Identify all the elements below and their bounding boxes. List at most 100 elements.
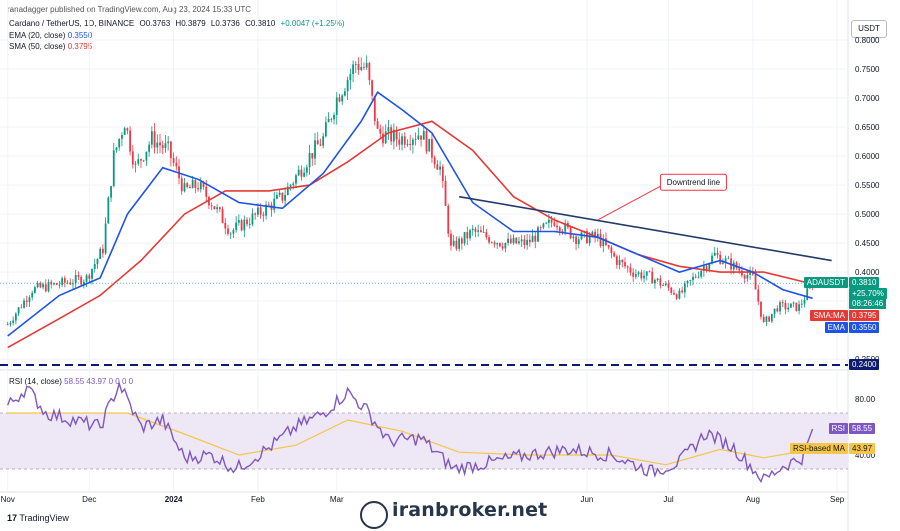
candle-body xyxy=(499,243,501,247)
candle-body xyxy=(273,198,276,210)
candle-body xyxy=(547,219,550,223)
candle-body xyxy=(371,80,374,96)
candle-body xyxy=(806,288,809,300)
candle-body xyxy=(365,62,368,68)
candle-body xyxy=(156,142,159,148)
candle-body xyxy=(439,166,441,170)
time-tick-label: Nov xyxy=(1,495,15,504)
candle-body xyxy=(180,178,183,192)
candle-body xyxy=(295,175,297,184)
candle-body xyxy=(727,258,730,260)
candle-body xyxy=(74,275,77,284)
candle-body xyxy=(526,239,529,246)
sma-label: SMA (50, close) xyxy=(9,42,66,51)
candle-body xyxy=(335,97,338,115)
candle-body xyxy=(681,290,684,293)
candle-body xyxy=(297,169,300,176)
candle-body xyxy=(773,308,776,314)
candle-body xyxy=(300,169,303,177)
candle-body xyxy=(183,183,186,192)
price-tick-label: 0.4500 xyxy=(855,239,880,248)
candle-body xyxy=(428,138,431,152)
candle-body xyxy=(599,233,602,246)
candle-body xyxy=(39,283,42,288)
candle-body xyxy=(694,276,697,278)
candle-body xyxy=(126,128,129,131)
candle-body xyxy=(779,302,781,312)
candle-body xyxy=(229,233,232,235)
currency-button[interactable]: USDT xyxy=(851,20,887,38)
candle-body xyxy=(237,220,240,223)
candle-body xyxy=(656,278,659,281)
rsi-title: RSI (14, close) xyxy=(9,377,62,386)
candle-body xyxy=(569,227,572,239)
sma-legend[interactable]: SMA (50, close) 0.3795 xyxy=(9,42,92,52)
candle-body xyxy=(624,262,626,267)
candle-body xyxy=(311,153,314,159)
candle-body xyxy=(110,186,112,198)
candle-body xyxy=(588,236,591,244)
candle-body xyxy=(760,301,762,317)
candle-body xyxy=(262,214,265,216)
tradingview-brand[interactable]: 17 TradingView xyxy=(7,513,69,523)
candle-body xyxy=(463,232,466,244)
candle-body xyxy=(654,280,656,284)
ema-legend[interactable]: EMA (20, close) 0.3550 xyxy=(9,31,92,41)
rsi-legend[interactable]: RSI (14, close) 58.55 43.97 0 0 0 0 xyxy=(9,377,133,387)
candle-body xyxy=(99,248,102,259)
candle-body xyxy=(719,254,722,264)
candle-body xyxy=(591,231,594,237)
price-tick-label: 0.4000 xyxy=(855,268,880,277)
candle-body xyxy=(621,259,624,263)
candle-body xyxy=(417,135,420,140)
candle-body xyxy=(659,278,662,286)
candle-body xyxy=(545,222,548,224)
candle-body xyxy=(662,285,664,286)
candle-body xyxy=(303,172,306,177)
candle-body xyxy=(145,151,148,161)
candle-body xyxy=(284,195,286,201)
candle-body xyxy=(501,246,504,249)
candle-body xyxy=(482,231,485,233)
candle-body xyxy=(550,219,553,223)
candle-body xyxy=(382,133,384,144)
candle-body xyxy=(553,222,556,226)
candle-body xyxy=(784,302,787,310)
candle-body xyxy=(520,239,523,242)
candle-body xyxy=(743,275,746,279)
sma-line xyxy=(7,120,813,349)
rsi-band xyxy=(0,413,848,469)
candle-body xyxy=(564,223,567,232)
candle-body xyxy=(420,135,422,140)
candle-body xyxy=(746,274,749,279)
candle-body xyxy=(140,159,142,161)
watermark-text: iranbroker.net xyxy=(392,499,548,521)
candle-body xyxy=(444,180,447,206)
sma-price-tag: 0.3795 xyxy=(849,310,880,322)
candle-body xyxy=(357,63,360,71)
change-percent-tag: +25.70% xyxy=(849,288,887,300)
candle-body xyxy=(422,131,425,140)
candle-body xyxy=(107,197,110,224)
candle-body xyxy=(602,238,605,246)
rsi-legend-values: 58.55 43.97 0 0 0 0 xyxy=(64,377,134,386)
candle-body xyxy=(85,275,88,282)
candle-body xyxy=(161,145,164,148)
candle-body xyxy=(558,227,561,232)
candle-body xyxy=(254,213,257,215)
candle-body xyxy=(376,121,379,129)
rsi-price-tag-label: RSI xyxy=(828,423,848,435)
candle-body xyxy=(349,74,352,81)
candle-body xyxy=(504,242,507,249)
candle-body xyxy=(82,281,85,285)
time-tick-label: Mar xyxy=(330,495,344,504)
open-value: O0.3763 xyxy=(139,19,171,28)
candle-body xyxy=(643,275,645,279)
candle-body xyxy=(673,292,675,295)
candle-body xyxy=(613,252,616,257)
candle-body xyxy=(319,144,322,146)
rsi-ma-price-tag-label: RSI-based MA xyxy=(789,443,848,455)
candle-body xyxy=(458,238,461,249)
candle-body xyxy=(115,147,118,151)
